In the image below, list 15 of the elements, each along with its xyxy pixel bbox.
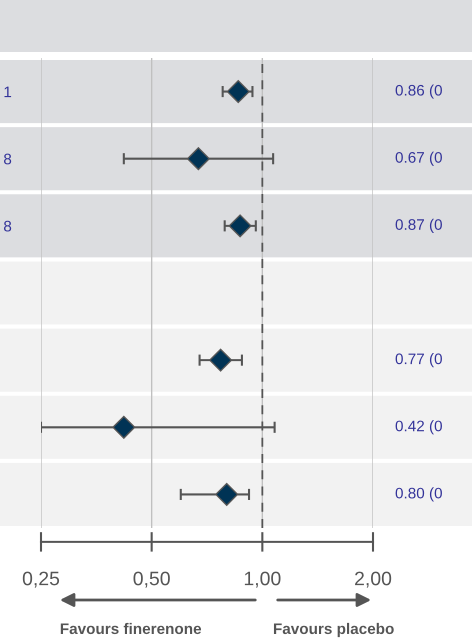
y-tick-label: 1 [4,86,12,98]
data-label: 0.67 (0 [396,152,442,166]
y-tick-label: 8 [4,220,12,232]
data-label: 0.87 (0 [396,218,442,233]
y-tick-label: 8 [4,154,12,164]
x-tick-label: 0,50 [134,572,170,588]
data-label: 0.80 (0 [396,487,442,502]
data-label: 0.86 (0 [396,84,442,99]
x-tick-label: 2,00 [355,572,392,588]
x-tick-label: 0,25 [22,572,60,588]
text: Favours placebo [274,622,394,638]
data-label: 0.77 (0 [396,353,442,368]
text: Favours finerenone [60,622,202,634]
x-tick-label: 1,00 [244,572,280,588]
data-label: 0.42 (0 [396,420,442,434]
